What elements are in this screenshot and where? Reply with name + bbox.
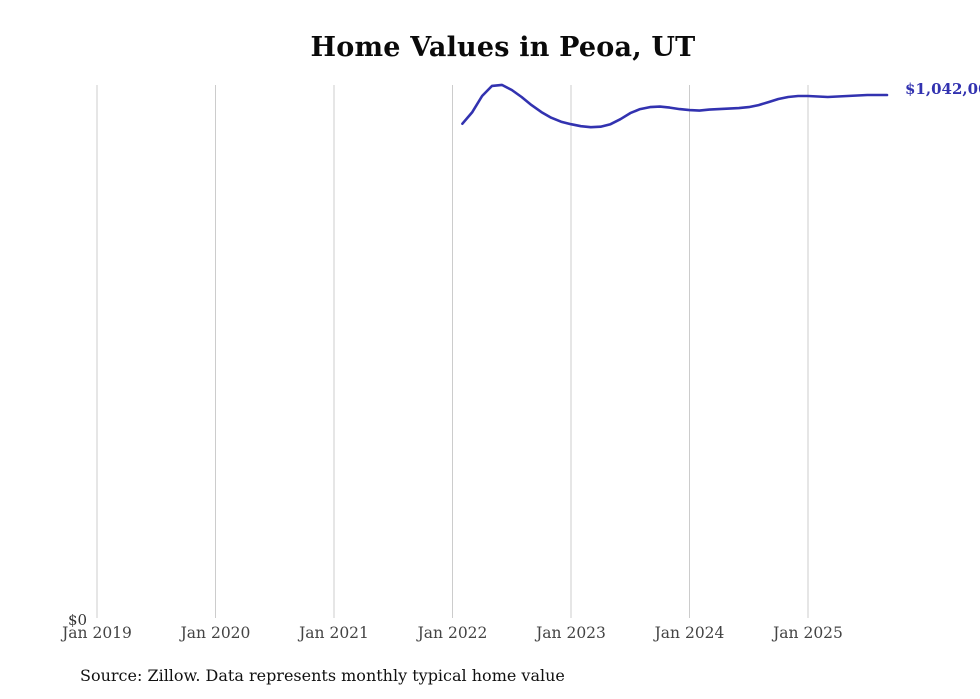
x-tick-label-2024: Jan 2024 [654, 624, 725, 642]
x-tick-label-2022: Jan 2022 [417, 624, 488, 642]
source-note: Source: Zillow. Data represents monthly … [80, 666, 565, 685]
x-tick-label-2021: Jan 2021 [299, 624, 369, 642]
y-axis-zero-label: $0 [68, 611, 88, 629]
home-value-series-line [461, 83, 889, 129]
vertical-gridlines [96, 85, 809, 618]
x-tick-label-2019: Jan 2019 [62, 624, 132, 642]
x-tick-label-2020: Jan 2020 [180, 624, 251, 642]
latest-value-label: $1,042,000 [905, 80, 980, 98]
chart-title: Home Values in Peoa, UT [310, 32, 696, 63]
x-tick-label-2025: Jan 2025 [773, 624, 843, 642]
x-tick-label-2023: Jan 2023 [536, 624, 606, 642]
